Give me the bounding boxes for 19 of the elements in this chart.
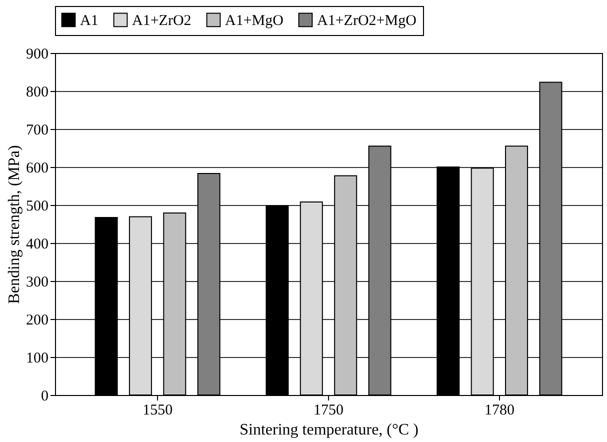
y-tick-label: 700	[26, 122, 48, 138]
y-tick-label: 800	[26, 84, 48, 100]
y-tick-label: 600	[26, 160, 48, 176]
legend-label: A1+MgO	[225, 12, 284, 29]
y-axis-title: Bending strength, (MPa)	[6, 145, 23, 304]
y-tick-label: 900	[26, 46, 48, 62]
legend-label: A1	[80, 12, 98, 29]
legend-label: A1+ZrO2	[132, 12, 192, 29]
y-tick-label: 100	[26, 350, 48, 366]
legend-label: A1+ZrO2+MgO	[317, 12, 417, 29]
x-tick-label: 1750	[314, 402, 344, 418]
y-tick-label: 0	[41, 388, 48, 404]
x-axis-title: Sintering temperature, (°C )	[240, 422, 418, 438]
y-tick-label: 200	[26, 312, 48, 328]
y-tick-label: 300	[26, 274, 48, 290]
y-tick-label: 500	[26, 198, 48, 214]
x-tick-label: 1780	[484, 402, 514, 418]
y-tick-label: 400	[26, 236, 48, 252]
x-tick-label: 1550	[142, 402, 173, 418]
